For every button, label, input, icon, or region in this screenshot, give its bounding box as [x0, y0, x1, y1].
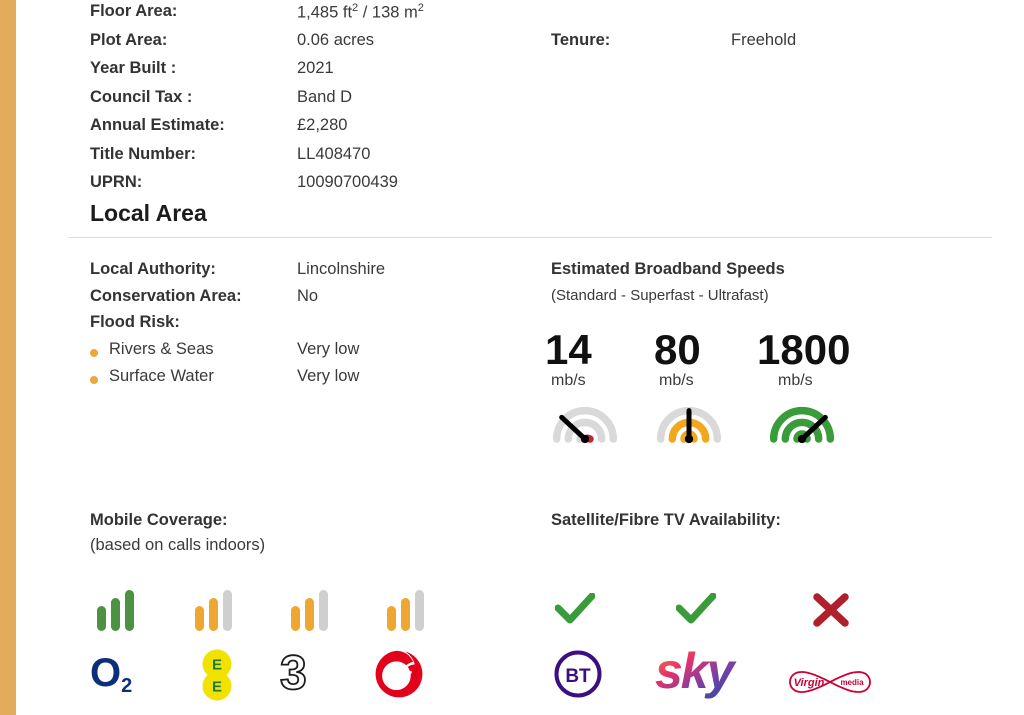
svg-text:Virgin: Virgin — [794, 677, 825, 689]
svg-text:3: 3 — [280, 647, 307, 700]
svg-text:O2: O2 — [90, 651, 132, 697]
svg-text:media: media — [840, 678, 864, 687]
svg-text:BT: BT — [565, 666, 591, 687]
svg-text:E: E — [212, 657, 222, 674]
svg-text:E: E — [212, 679, 222, 696]
svg-text:sky: sky — [655, 645, 737, 699]
